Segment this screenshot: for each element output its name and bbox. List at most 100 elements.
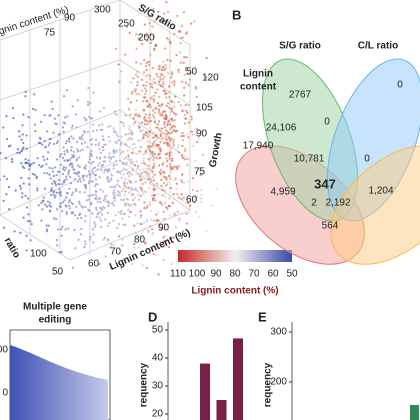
point <box>128 146 131 149</box>
point <box>180 193 183 196</box>
point <box>160 103 164 106</box>
point <box>120 141 123 144</box>
point <box>152 77 156 81</box>
point <box>48 201 52 204</box>
point <box>120 176 123 179</box>
point <box>149 105 152 109</box>
point <box>124 190 127 193</box>
point <box>98 197 102 200</box>
y-tick-label: 30 <box>152 381 164 392</box>
tick-label: 250 <box>118 19 135 30</box>
point <box>195 127 198 130</box>
point <box>170 107 173 111</box>
point <box>166 160 169 163</box>
point <box>114 112 117 116</box>
point <box>128 170 131 174</box>
point <box>172 143 175 147</box>
point <box>40 165 43 168</box>
point <box>43 114 46 117</box>
point <box>154 44 157 47</box>
point <box>116 179 119 182</box>
point <box>90 194 93 197</box>
point <box>144 190 147 194</box>
point <box>80 135 83 138</box>
point <box>117 222 121 226</box>
point <box>107 239 110 242</box>
point <box>95 208 98 211</box>
point <box>76 99 79 102</box>
point <box>78 136 81 139</box>
point <box>46 172 49 175</box>
tick-label: 90 <box>158 223 170 234</box>
point <box>36 157 39 160</box>
point <box>112 163 116 166</box>
point <box>121 244 124 247</box>
point <box>135 152 138 155</box>
point <box>128 31 131 35</box>
point <box>133 188 137 191</box>
point <box>175 129 179 132</box>
point <box>157 143 160 147</box>
point <box>89 173 92 176</box>
point <box>178 165 181 168</box>
point <box>150 167 153 171</box>
point <box>95 215 98 219</box>
point <box>66 158 69 162</box>
point <box>170 100 173 103</box>
point <box>161 243 165 246</box>
point <box>142 153 145 156</box>
point <box>170 118 173 121</box>
venn-count: 564 <box>322 221 339 232</box>
point <box>170 76 173 79</box>
point <box>171 110 174 113</box>
point <box>125 156 128 159</box>
axis-label: S/G ratio <box>136 2 178 32</box>
point <box>172 125 175 128</box>
point <box>148 103 151 107</box>
point <box>136 75 139 78</box>
point <box>27 197 30 200</box>
point <box>168 163 172 166</box>
point <box>175 226 178 229</box>
point <box>161 69 164 72</box>
point <box>114 213 117 217</box>
point <box>150 152 154 155</box>
point <box>151 143 155 146</box>
venn-count: 10,781 <box>294 154 325 165</box>
point <box>127 208 130 211</box>
point <box>147 164 150 168</box>
point <box>205 57 208 60</box>
point <box>11 160 14 163</box>
point <box>175 53 178 57</box>
point <box>144 87 147 90</box>
point <box>93 166 97 169</box>
point <box>87 161 90 164</box>
point <box>106 211 110 215</box>
point <box>171 159 174 162</box>
point <box>150 218 153 221</box>
point <box>77 238 80 241</box>
point <box>180 134 183 138</box>
point <box>45 224 48 227</box>
point <box>127 132 130 136</box>
point <box>146 172 149 175</box>
point <box>48 166 51 169</box>
point <box>3 175 6 178</box>
point <box>181 36 184 39</box>
point <box>79 233 82 236</box>
point <box>143 206 146 210</box>
point <box>79 180 82 183</box>
tick-label: 90 <box>196 129 208 140</box>
point <box>141 263 144 267</box>
point <box>150 228 154 231</box>
point <box>64 116 67 119</box>
point <box>161 131 164 134</box>
point <box>29 220 32 223</box>
point <box>81 148 84 151</box>
point <box>170 137 173 140</box>
point <box>96 168 99 171</box>
point <box>99 128 102 131</box>
point <box>89 117 92 120</box>
point <box>149 209 153 212</box>
